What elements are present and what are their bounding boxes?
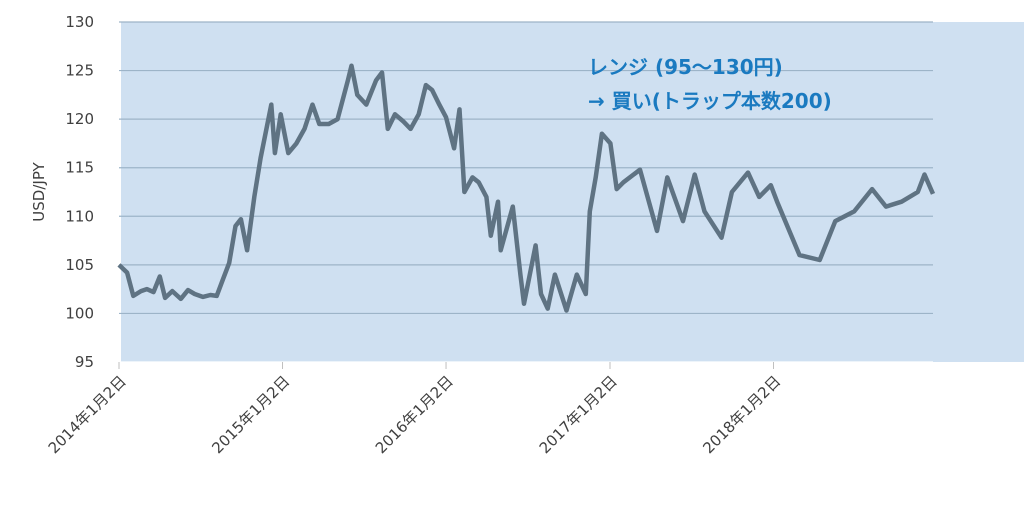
line [117,63,936,313]
y-tick-label: 100 [65,304,94,322]
y-tick-label: 115 [65,159,94,177]
x-tick-label: 2017年1月2日 [536,372,621,457]
x-tick-label: 2015年1月2日 [208,372,293,457]
x-tick-label: 2014年1月2日 [45,372,130,457]
x-tick-label: 2016年1月2日 [372,372,457,457]
y-tick-label: 120 [65,110,94,128]
y-tick-label: 125 [65,62,94,80]
y-tick-label: 95 [75,353,94,371]
annotation: → 買い(トラップ本数200) [588,89,832,113]
y-tick-label: 105 [65,256,94,274]
y-axis-label: USD/JPY [30,161,48,221]
y-tick-label: 130 [65,13,94,31]
x-tick-label: 2018年1月2日 [699,372,784,457]
y-tick-label: 110 [65,207,94,225]
annotation: レンジ (95〜130円) [588,55,783,79]
